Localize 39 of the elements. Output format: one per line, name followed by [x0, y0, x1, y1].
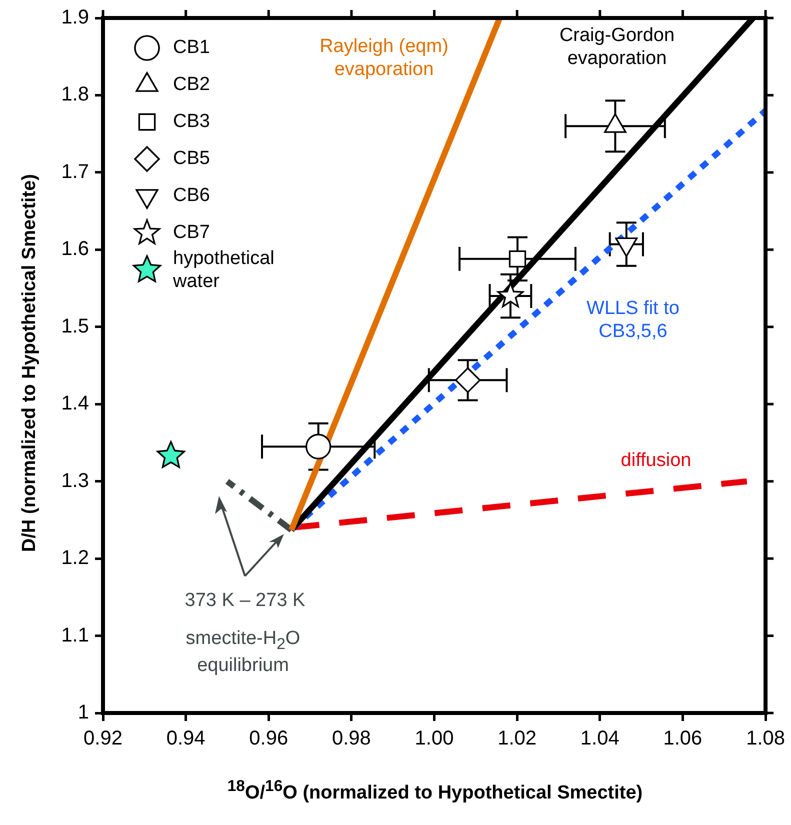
x-tick-label: 0.92: [84, 728, 122, 750]
x-tick-label: 1.00: [414, 728, 454, 750]
series-label: WLLS fit to CB3,5,6: [586, 298, 680, 344]
y-tick-label: 1.4: [61, 392, 89, 415]
y-axis-title: D/H (normalized to Hypothetical Smectite): [19, 174, 41, 552]
x-axis-title: $^{18}$O/$^{16}$O (normalized to Hypothetical Smectite): [227, 778, 643, 804]
y-tick-label: 1.7: [61, 160, 89, 183]
legend-label: hypothetical water: [172, 248, 274, 292]
legend-label: CB3: [173, 111, 210, 132]
y-tick-label: 1: [78, 702, 89, 724]
series-label: diffusion: [620, 450, 692, 473]
x-tick-label: 1.06: [663, 728, 702, 750]
y-tick-label: 1.5: [61, 315, 89, 338]
y-tick-label: 1.6: [61, 238, 89, 260]
text: smectite-H$_{2}$O equilibrium: [184, 628, 302, 678]
y-tick-label: 1.1: [61, 624, 89, 646]
series-label: Rayleigh (eqm) evaporation: [318, 36, 450, 82]
x-tick-label: 1.02: [498, 728, 537, 750]
annotation: 373 K – 273 K: [184, 590, 306, 613]
point: [156, 441, 186, 468]
legend-label: CB2: [173, 74, 210, 96]
point: [508, 250, 526, 268]
y-tick-label: 1.8: [61, 84, 89, 106]
legend-label: CB7: [173, 222, 210, 244]
x-tick-label: 1.08: [746, 728, 786, 750]
legend-label: CB1: [173, 37, 210, 58]
y-tick-label: 1.3: [61, 470, 89, 492]
point: [455, 367, 481, 393]
point: [497, 282, 524, 308]
legend-label: CB5: [173, 148, 210, 170]
point: [306, 434, 332, 460]
series-label: Craig-Gordon evaporation: [558, 25, 676, 71]
y-tick-label: 1.9: [61, 6, 89, 29]
x-tick-label: 1.04: [580, 728, 620, 750]
legend-label: CB6: [173, 185, 210, 206]
y-tick-label: 1.2: [61, 547, 89, 570]
x-tick-label: 0.96: [249, 728, 288, 750]
x-tick-label: 0.98: [332, 728, 371, 750]
x-tick-label: 0.94: [166, 728, 206, 750]
